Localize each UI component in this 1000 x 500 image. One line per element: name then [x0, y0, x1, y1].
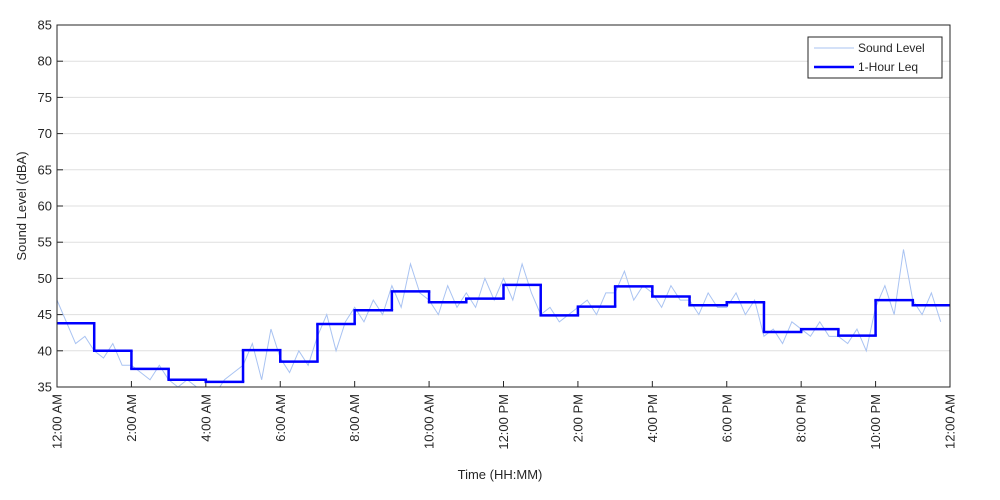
y-tick-label: 55	[38, 235, 52, 250]
legend-label: 1-Hour Leq	[858, 60, 918, 74]
y-tick-label: 75	[38, 90, 52, 105]
legend-label: Sound Level	[858, 41, 925, 55]
y-tick-label: 65	[38, 162, 52, 177]
x-tick-label: 4:00 PM	[645, 394, 660, 442]
x-tick-label: 6:00 AM	[273, 394, 288, 442]
y-tick-label: 40	[38, 343, 52, 358]
x-tick-label: 10:00 PM	[868, 394, 883, 450]
x-tick-label: 12:00 AM	[50, 394, 65, 449]
y-tick-label: 45	[38, 307, 52, 322]
x-tick-label: 6:00 PM	[719, 394, 734, 442]
y-tick-label: 80	[38, 54, 52, 69]
y-tick-label: 70	[38, 126, 52, 141]
sound-level-line	[57, 249, 942, 387]
x-tick-label: 8:00 PM	[794, 394, 809, 442]
x-tick-label: 4:00 AM	[198, 394, 213, 442]
x-tick-label: 12:00 AM	[943, 394, 958, 449]
legend-box	[807, 36, 943, 79]
series-layer	[57, 249, 950, 387]
y-tick-label: 85	[38, 18, 52, 33]
x-tick-label: 2:00 PM	[570, 394, 585, 442]
y-tick-label: 60	[38, 199, 52, 214]
x-tick-label: 8:00 AM	[347, 394, 362, 442]
y-tick-label: 50	[38, 271, 52, 286]
x-tick-label: 2:00 AM	[124, 394, 139, 442]
x-tick-label: 10:00 AM	[422, 394, 437, 449]
x-tick-label: 12:00 PM	[496, 394, 511, 450]
y-tick-label: 35	[38, 380, 52, 395]
x-axis-label: Time (HH:MM)	[458, 467, 543, 482]
y-axis-label: Sound Level (dBA)	[14, 151, 29, 260]
axes-frame	[56, 24, 951, 388]
